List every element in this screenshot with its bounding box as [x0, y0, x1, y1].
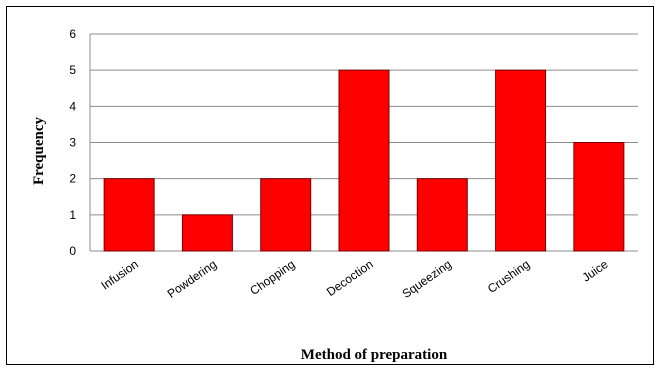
- bar-powdering: [181, 214, 233, 252]
- x-tick-label-squeezing: Squeezing: [400, 257, 454, 301]
- x-tick-label-chopping: Chopping: [247, 257, 297, 298]
- bar-infusion: [103, 178, 155, 252]
- x-tick-labels: Infusion Powdering Chopping Decoction Squeez…: [98, 257, 610, 301]
- y-tick-label-2: 2: [69, 172, 76, 186]
- x-axis-title: Method of preparation: [301, 347, 448, 363]
- y-tick-label-1: 1: [69, 208, 76, 222]
- y-tick-label-0: 0: [69, 244, 76, 258]
- x-tick-label-infusion: Infusion: [98, 257, 140, 293]
- bars: [103, 69, 625, 252]
- x-tick-label-juice: Juice: [580, 257, 611, 285]
- y-axis-title: Frequency: [31, 116, 47, 185]
- y-tick-label-5: 5: [69, 63, 76, 77]
- x-tick-label-crushing: Crushing: [485, 257, 532, 296]
- x-tick-label-decoction: Decoction: [324, 257, 376, 299]
- bar-squeezing: [416, 178, 468, 252]
- bar-juice: [573, 142, 625, 252]
- y-tick-label-6: 6: [69, 27, 76, 41]
- y-tick-label-4: 4: [69, 99, 76, 113]
- bar-crushing: [495, 69, 547, 252]
- x-tick-label-powdering: Powdering: [165, 257, 219, 301]
- y-tick-labels: 0 1 2 3 4 5 6: [69, 27, 76, 258]
- bar-chopping: [260, 178, 312, 252]
- bar-decoction: [338, 69, 390, 252]
- y-tick-label-3: 3: [69, 136, 76, 150]
